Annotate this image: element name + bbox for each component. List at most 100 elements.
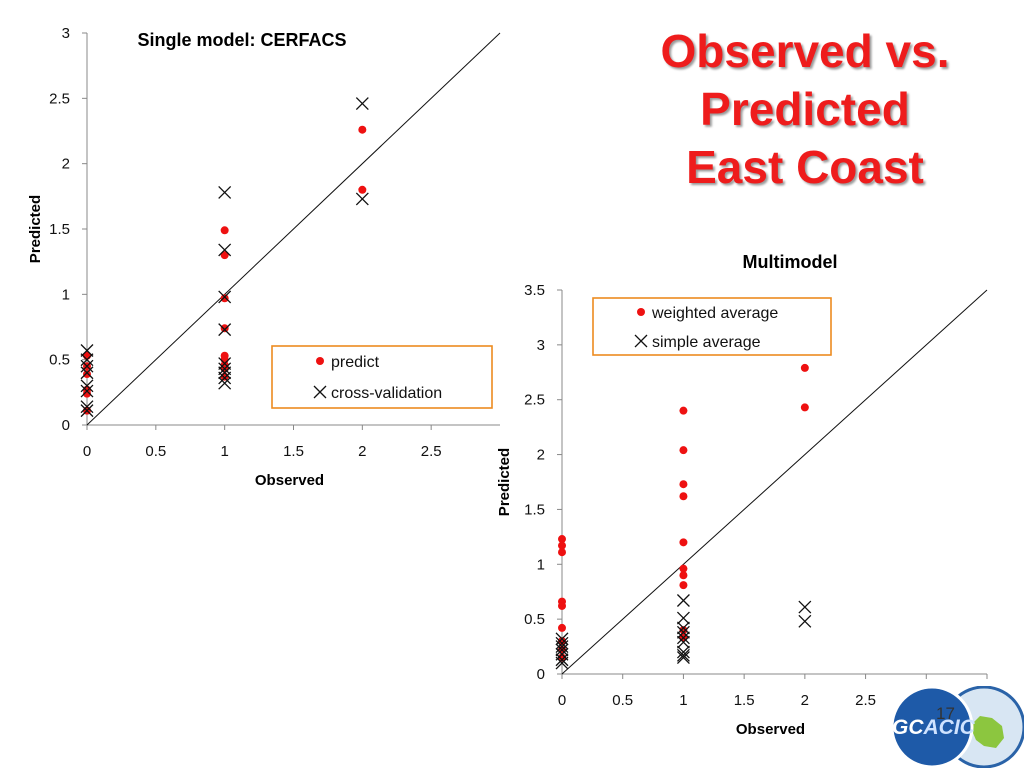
data-point-dot <box>358 185 367 194</box>
data-point-x <box>676 635 690 649</box>
y-axis-label: Predicted <box>27 195 44 263</box>
x-tick-label: 2 <box>358 443 366 460</box>
data-point-dot <box>679 571 688 580</box>
slide-title-line-1: Observed vs. <box>660 25 950 77</box>
identity-line <box>561 289 988 675</box>
gcacic-logo: GCACIC <box>890 686 1024 768</box>
data-point-dot <box>558 637 566 646</box>
x-tick-label: 0.5 <box>612 692 633 709</box>
data-point-x <box>80 384 94 398</box>
chart-title: Multimodel <box>743 252 838 272</box>
identity-line <box>86 32 501 426</box>
data-point-x <box>355 192 369 206</box>
data-point-x <box>676 645 690 659</box>
data-point-dot <box>558 535 566 544</box>
y-tick-label: 0 <box>62 417 70 434</box>
data-point-dot <box>800 403 809 412</box>
data-point-dot <box>679 626 688 635</box>
x-tick-label: 1 <box>679 692 687 709</box>
y-tick-label: 3 <box>62 25 70 42</box>
data-point-x <box>218 371 232 385</box>
y-tick-label: 2 <box>537 447 545 464</box>
data-point-dot <box>220 372 229 381</box>
data-point-x <box>798 614 812 628</box>
y-tick-label: 1 <box>537 556 545 573</box>
multimodel-chart: 00.511.522.533.500.511.522.533.5Multimod… <box>496 252 997 738</box>
legend-marker-dot <box>316 357 324 365</box>
y-tick-label: 1.5 <box>49 221 70 238</box>
data-point-dot <box>800 363 809 372</box>
legend-label: predict <box>331 354 380 371</box>
y-tick-label: 0.5 <box>49 352 70 369</box>
data-point-x <box>676 611 690 625</box>
data-point-dot <box>558 541 566 550</box>
logo-australia-shape <box>970 716 1004 748</box>
data-point-dot <box>358 125 367 134</box>
data-point-dot <box>220 226 229 235</box>
data-point-x <box>218 357 232 371</box>
data-point-x <box>676 648 690 662</box>
x-tick-label: 2.5 <box>855 692 876 709</box>
data-point-dot <box>679 406 688 415</box>
logo-globe-left <box>890 686 974 768</box>
legend-box <box>592 297 832 356</box>
chart-title: Single model: CERFACS <box>137 30 346 50</box>
data-point-dot <box>83 370 91 379</box>
data-point-x <box>555 636 569 650</box>
data-point-dot <box>679 492 688 501</box>
legend-label: weighted average <box>651 305 778 322</box>
data-point-x <box>555 653 569 667</box>
data-point-dot <box>220 251 229 260</box>
data-point-dot <box>679 564 688 573</box>
x-axis-label: Observed <box>255 472 324 489</box>
y-tick-label: 2.5 <box>524 392 545 409</box>
x-tick-label: 2 <box>801 692 809 709</box>
y-tick-label: 0.5 <box>524 611 545 628</box>
y-axis-label: Predicted <box>496 448 513 516</box>
slide-title: Observed vs. Predicted East Coast <box>600 22 1010 196</box>
data-point-dot <box>220 294 229 303</box>
data-point-dot <box>558 548 566 557</box>
y-tick-label: 1 <box>62 286 70 303</box>
data-point-x <box>80 344 94 357</box>
data-point-x <box>218 185 232 199</box>
legend-label: simple average <box>652 334 761 351</box>
legend-marker-x <box>634 334 648 348</box>
data-point-x <box>80 404 94 418</box>
x-tick-label: 2.5 <box>421 443 442 460</box>
x-tick-label: 0 <box>83 443 91 460</box>
data-point-x <box>676 594 690 607</box>
data-point-x <box>218 366 232 380</box>
data-point-x <box>218 323 232 337</box>
data-point-x <box>218 376 232 390</box>
data-point-x <box>555 656 569 670</box>
data-point-x <box>218 243 232 257</box>
y-tick-label: 3.5 <box>524 282 545 299</box>
single-model-chart: 0 0.5 1 1.5 2 2.5 0 0.5 1 1.5 2 2.5 3 Single model: C… <box>27 25 501 489</box>
data-point-dot <box>83 389 91 398</box>
data-point-dot <box>679 538 688 547</box>
x-tick-label: 1 <box>220 443 228 460</box>
data-point-x <box>555 643 569 657</box>
data-point-x <box>355 97 369 111</box>
legend-box <box>271 345 493 409</box>
legend-label: cross-validation <box>331 385 442 402</box>
x-tick-label: 1.5 <box>283 443 304 460</box>
data-point-x <box>676 625 690 639</box>
y-tick-label: 0 <box>537 666 545 683</box>
data-point-x <box>218 290 232 304</box>
y-tick-label: 2.5 <box>49 90 70 107</box>
data-point-x <box>798 600 812 614</box>
data-point-x <box>80 379 94 393</box>
x-axis-label: Observed <box>736 721 805 738</box>
data-point-dot <box>679 581 688 590</box>
page-number: 17 <box>936 704 955 723</box>
y-tick-label: 1.5 <box>524 501 545 518</box>
x-tick-label: 0.5 <box>145 443 166 460</box>
logo-text: GCACIC <box>892 716 976 739</box>
data-point-x <box>676 651 690 665</box>
legend-marker-x <box>313 385 327 399</box>
x-tick-label: 0 <box>558 692 566 709</box>
data-point-x <box>80 359 94 373</box>
